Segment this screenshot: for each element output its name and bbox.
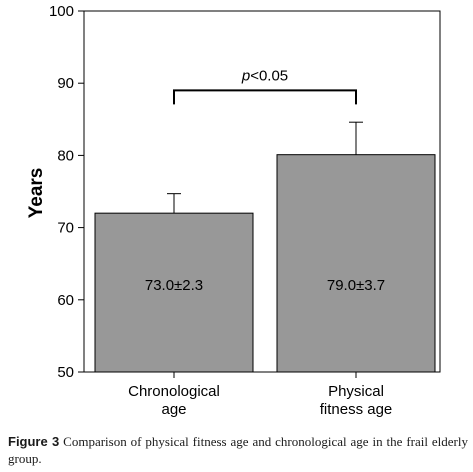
y-axis-label: Years [26, 168, 47, 219]
bar-chart: 50 60 70 80 90 100 73.0±2.3 79.0±3.7 Chronolog… [26, 3, 441, 418]
y-tick-label: 50 [57, 364, 74, 381]
x-tick-label: Physical [328, 383, 384, 400]
bars: 73.0±2.3 79.0±3.7 [94, 121, 436, 373]
caption-text: Comparison of physical fitness age and c… [8, 434, 468, 466]
figure-caption: Figure 3 Comparison of physical fitness … [8, 433, 468, 467]
data-label: 79.0±3.7 [327, 277, 385, 294]
x-tick-label: age [161, 401, 186, 418]
y-tick-label: 70 [57, 220, 74, 237]
x-tick-label: Chronological [128, 383, 220, 400]
y-tick-label: 80 [57, 147, 74, 164]
caption-label: Figure 3 [8, 434, 60, 449]
significance-label: p<0.05 [241, 67, 288, 84]
y-tick-label: 90 [57, 75, 74, 92]
y-tick-label: 60 [57, 292, 74, 309]
bar [276, 154, 436, 373]
x-tick-label: fitness age [320, 401, 393, 418]
y-axis: 50 60 70 80 90 100 [49, 3, 84, 381]
data-label: 73.0±2.3 [145, 277, 203, 294]
plot-frame [83, 10, 441, 373]
significance-bracket [173, 89, 357, 105]
significance-annotation: p<0.05 [173, 67, 357, 105]
y-tick-label: 100 [49, 3, 74, 20]
